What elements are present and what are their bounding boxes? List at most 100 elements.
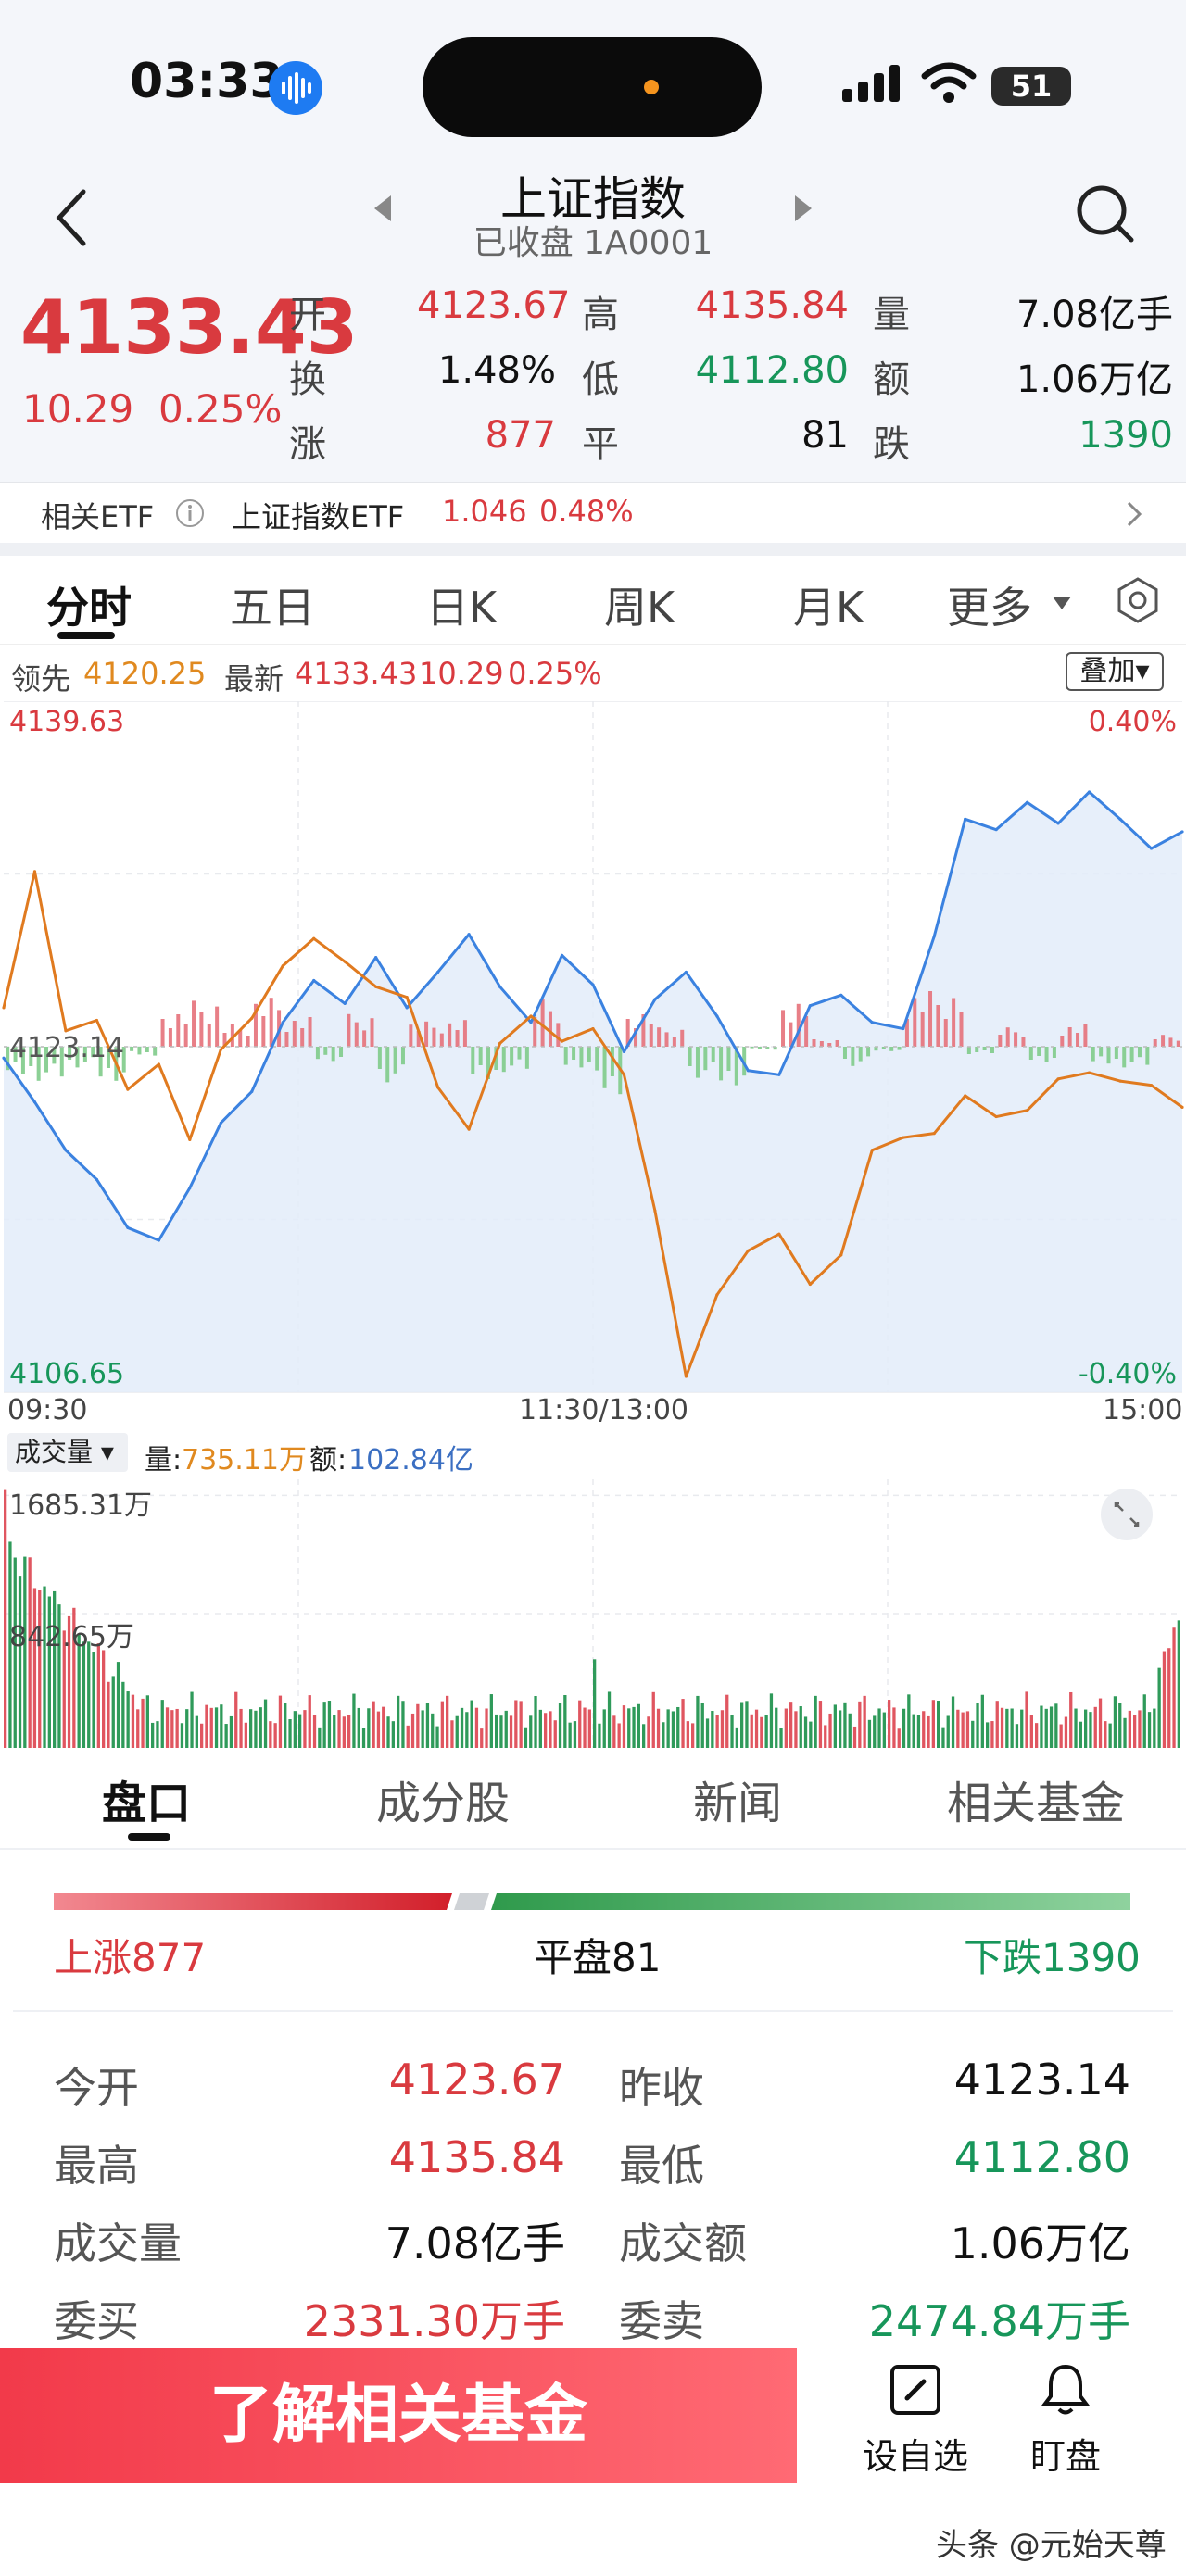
volume-bar	[956, 1709, 960, 1748]
latest-price-point	[405, 1006, 409, 1010]
leading-index-point	[312, 936, 316, 940]
volume-bar	[1167, 1648, 1171, 1748]
amount-value: 102.84亿	[348, 1444, 473, 1476]
volume-bar	[1153, 1708, 1156, 1748]
tab-constituents[interactable]: 成分股	[376, 1778, 511, 1829]
volume-bar	[57, 1604, 61, 1748]
buy-pressure-bar	[835, 1040, 839, 1047]
tab-related-funds[interactable]: 相关基金	[947, 1778, 1126, 1829]
tab-weekly-k[interactable]: 周K	[604, 583, 675, 633]
volume-bar	[1128, 1710, 1131, 1748]
tab-five-day[interactable]: 五日	[230, 583, 315, 633]
volume-bar	[269, 1721, 272, 1748]
voice-recording-icon	[269, 61, 322, 115]
volume-bar	[416, 1703, 420, 1748]
sell-pressure-bar	[130, 1047, 134, 1051]
volume-bar	[440, 1701, 444, 1748]
tab-daily-k[interactable]: 日K	[426, 583, 498, 633]
buy-pressure-bar	[416, 1031, 421, 1047]
next-index-icon[interactable]	[789, 190, 815, 227]
volume-bar	[656, 1708, 661, 1748]
tab-intraday[interactable]: 分时	[46, 583, 132, 633]
tab-news[interactable]: 新闻	[693, 1778, 783, 1829]
add-watchlist-button[interactable]: 设自选	[851, 2361, 980, 2479]
overlay-dropdown[interactable]: 叠加▾	[1066, 652, 1164, 691]
leading-index-point	[653, 1209, 657, 1213]
related-etf-row[interactable]: 相关ETF 上证指数ETF 1.046 0.48%	[0, 482, 1186, 543]
wifi-icon	[921, 62, 977, 103]
volume-bar	[873, 1715, 877, 1748]
latest-price-point	[839, 993, 843, 997]
intraday-chart[interactable]	[0, 701, 1186, 1424]
volume-bar	[799, 1706, 802, 1748]
volume-bar	[524, 1727, 528, 1748]
info-icon[interactable]	[174, 497, 206, 529]
amount-label: 额	[873, 358, 910, 401]
volume-bar	[922, 1711, 926, 1748]
volume-bar	[549, 1711, 552, 1748]
volume-bar	[1142, 1694, 1146, 1748]
sell-pressure-bar	[1099, 1047, 1104, 1057]
buy-pressure-bar	[657, 1027, 662, 1047]
volume-bar	[750, 1714, 753, 1748]
volume-bar	[446, 1695, 449, 1748]
sell-pressure-bar	[711, 1047, 715, 1062]
volume-bar	[593, 1659, 597, 1748]
sell-pressure-bar	[595, 1047, 599, 1071]
active-tab-indicator	[128, 1833, 170, 1841]
volume-bar	[116, 1662, 120, 1748]
active-tab-indicator	[57, 632, 115, 639]
high-label: 高	[582, 294, 619, 336]
sell-pressure-bar	[695, 1047, 700, 1078]
volume-bar	[863, 1695, 866, 1748]
volume-chart[interactable]	[0, 1479, 1186, 1748]
volume-bar	[308, 1695, 311, 1748]
buy-pressure-bar	[409, 1024, 413, 1047]
volume-bar	[391, 1721, 395, 1748]
stat-label-prev-close: 昨收	[619, 2063, 704, 2113]
sell-pressure-bar	[121, 1047, 126, 1073]
latest-price-point	[250, 1089, 254, 1094]
previous-index-icon[interactable]	[371, 190, 397, 227]
sell-pressure-bar	[517, 1047, 522, 1060]
latest-price-point	[1026, 800, 1029, 804]
volume-bar	[833, 1704, 837, 1748]
volume-bar	[23, 1556, 27, 1748]
buy-pressure-bar	[533, 1017, 537, 1047]
lead-value: 4120.25	[83, 656, 207, 691]
leading-index-point	[870, 1149, 874, 1152]
sell-pressure-bar	[331, 1047, 335, 1062]
volume-bar	[818, 1701, 823, 1748]
latest-price-point	[1149, 847, 1154, 850]
privacy-indicator-icon	[644, 80, 659, 94]
back-icon[interactable]	[46, 181, 102, 255]
buy-pressure-bar	[238, 1030, 243, 1047]
latest-price-point	[312, 978, 316, 983]
stat-label-open: 今开	[54, 2063, 139, 2113]
sell-pressure-bar	[6, 1047, 10, 1071]
sell-pressure-bar	[773, 1047, 777, 1050]
monitor-button[interactable]: 盯盘	[1001, 2361, 1130, 2479]
volume-bar	[205, 1704, 208, 1748]
buy-pressure-bar	[462, 1020, 467, 1047]
buy-pressure-bar	[168, 1028, 172, 1047]
learn-related-funds-button[interactable]: 了解相关基金	[0, 2348, 797, 2483]
volume-indicator-select[interactable]: 成交量 ▾	[7, 1433, 128, 1472]
volume-bar	[852, 1726, 857, 1748]
volume-bar	[867, 1719, 872, 1748]
fullscreen-button[interactable]	[1101, 1489, 1153, 1540]
search-icon[interactable]	[1070, 173, 1141, 257]
open-label: 开	[289, 294, 326, 336]
buy-pressure-bar	[292, 1021, 296, 1047]
volume-bar	[995, 1701, 999, 1748]
chart-settings-icon[interactable]	[1114, 576, 1162, 624]
tab-monthly-k[interactable]: 月K	[793, 583, 864, 633]
tab-more[interactable]: 更多	[947, 583, 1032, 633]
volume-bar	[318, 1727, 322, 1748]
tab-order-book[interactable]: 盘口	[102, 1778, 192, 1829]
sell-pressure-bar	[1114, 1047, 1118, 1059]
sell-pressure-bar	[524, 1047, 529, 1069]
latest-price-point	[902, 1026, 905, 1031]
leading-index-point	[1087, 1071, 1091, 1074]
sell-pressure-bar	[377, 1047, 382, 1069]
